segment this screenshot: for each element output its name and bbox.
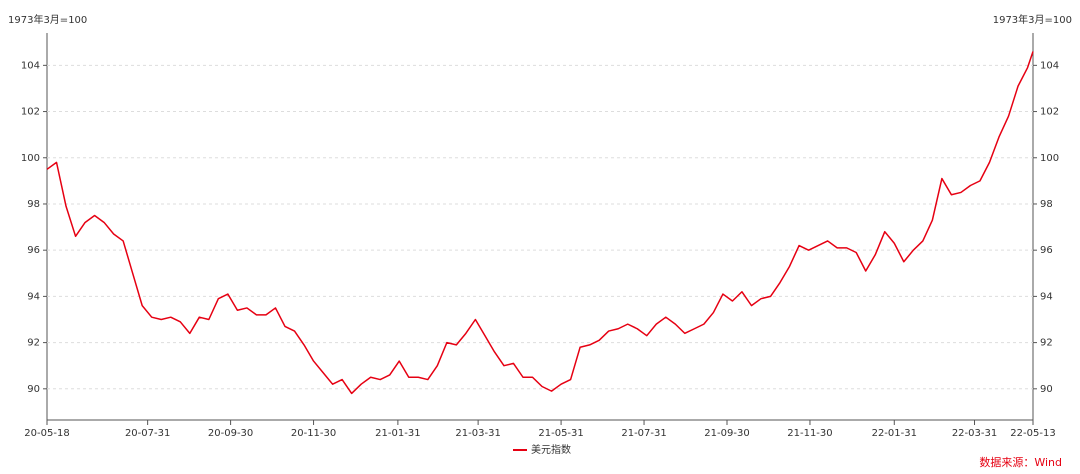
y2-tick-label: 102 <box>1040 107 1059 118</box>
legend-label: 美元指数 <box>531 443 571 456</box>
y-tick-label: 102 <box>21 107 40 118</box>
y-tick-label: 90 <box>27 384 40 395</box>
legend: 美元指数 <box>513 443 571 456</box>
x-tick-label: 21-03-31 <box>455 428 500 439</box>
y2-tick-label: 100 <box>1040 153 1059 164</box>
y2-tick-label: 94 <box>1040 291 1053 302</box>
y-tick-label: 100 <box>21 153 40 164</box>
x-tick-label: 20-07-31 <box>125 428 170 439</box>
y2-tick-label: 98 <box>1040 199 1053 210</box>
x-tick-label: 21-11-30 <box>787 428 832 439</box>
source: 数据来源：Wind <box>979 455 1062 469</box>
x-tick-label: 21-01-31 <box>375 428 420 439</box>
y-tick-label: 92 <box>27 338 40 349</box>
y-axis-label: 1973年3月=100 <box>8 13 87 26</box>
y-tick-label: 94 <box>27 291 40 302</box>
x-tick-label: 21-07-31 <box>621 428 666 439</box>
x-tick-label: 20-11-30 <box>291 428 336 439</box>
x-tick-label: 22-03-31 <box>952 428 997 439</box>
x-tick-label: 22-05-13 <box>1010 428 1055 439</box>
y-tick-label: 104 <box>21 60 40 71</box>
y-tick-label: 96 <box>27 245 40 256</box>
data-line <box>46 51 1034 395</box>
y2-tick-label: 92 <box>1040 338 1053 349</box>
y2-tick-label: 90 <box>1040 384 1053 395</box>
x-tick-label: 20-09-30 <box>208 428 253 439</box>
x-tick-label: 21-05-31 <box>538 428 583 439</box>
y2-axis-label: 1973年3月=100 <box>993 13 1072 26</box>
x-tick-label: 22-01-31 <box>872 428 917 439</box>
x-tick-label: 20-05-18 <box>24 428 69 439</box>
x-tick-label: 21-09-30 <box>704 428 749 439</box>
y-tick-label: 98 <box>27 199 40 210</box>
y2-tick-label: 104 <box>1040 60 1059 71</box>
y2-tick-label: 96 <box>1040 245 1053 256</box>
